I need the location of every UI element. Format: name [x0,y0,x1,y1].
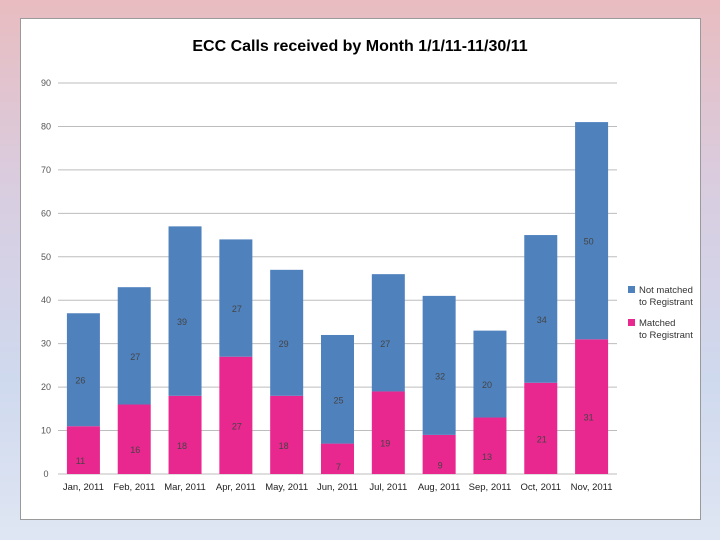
x-tick-label: May, 2011 [265,482,308,493]
bar-segment-matched [219,356,253,474]
y-tick-label: 50 [41,252,51,262]
bar-segment-not-matched [422,295,456,435]
y-tick-label: 60 [41,208,51,218]
data-label: 9 [438,460,443,470]
data-label: 50 [584,237,594,247]
data-label: 29 [279,339,289,349]
bar-segment-not-matched [473,330,507,418]
data-label: 11 [76,456,85,466]
y-tick-label: 90 [41,78,51,88]
x-tick-label: Apr, 2011 [216,482,256,493]
bar-segment-not-matched [575,122,609,340]
y-tick-label: 80 [41,121,51,131]
data-label: 27 [232,304,242,314]
bar-segment-matched [575,339,609,474]
data-label: 27 [232,421,242,431]
legend-swatch [628,286,635,293]
bar-segment-matched [321,443,354,474]
y-tick-label: 30 [41,339,51,349]
data-label: 18 [279,441,289,451]
data-label: 32 [435,371,445,381]
chart-title: ECC Calls received by Month 1/1/11-11/30… [192,38,527,55]
stacked-bar-chart: ECC Calls received by Month 1/1/11-11/30… [41,38,693,493]
legend: Not matched to Registrant Matched to Regist… [628,285,693,341]
y-tick-label: 40 [41,295,51,305]
data-label: 34 [537,315,547,325]
data-label: 39 [177,317,187,327]
x-axis-ticks: Jan, 2011 Feb, 2011 Mar, 2011 Apr, 2011 May,… [63,482,613,493]
bar-segment-matched [168,395,202,474]
x-tick-label: Mar, 2011 [164,482,206,493]
bar-segment-matched [422,434,456,474]
data-label: 7 [336,462,341,472]
y-tick-label: 0 [43,469,48,479]
data-label: 16 [130,445,140,455]
slide-panel: ECC Calls received by Month 1/1/11-11/30… [20,18,701,520]
gridlines [58,82,617,475]
y-tick-label: 20 [41,382,51,392]
x-tick-label: Nov, 2011 [571,482,613,493]
data-label: 21 [537,434,547,444]
data-label: 27 [130,352,140,362]
bar-segment-matched [524,382,558,474]
bar-segment-not-matched [524,235,558,383]
x-tick-label: Sep, 2011 [469,482,512,493]
bar-segment-not-matched [66,313,100,427]
bar-segment-not-matched [219,239,253,357]
legend-label: Not matched to Registrant [639,285,693,308]
data-label: 13 [482,452,492,462]
bar-segment-matched [473,417,507,474]
data-label: 27 [380,339,390,349]
data-label: 19 [380,439,390,449]
bar-segment-not-matched [371,274,405,392]
data-label: 20 [482,380,492,390]
y-axis-ticks: 0 10 20 30 40 50 60 70 80 90 [41,78,51,479]
bar-segment-not-matched [168,226,202,396]
x-tick-label: Feb, 2011 [113,482,155,493]
data-label: 31 [584,413,594,423]
x-tick-label: Aug, 2011 [418,482,461,493]
data-labels: 11 26 16 27 18 39 27 27 18 29 7 25 19 27 9 32 13 20 21 34 31… [75,237,593,472]
x-tick-label: Jan, 2011 [63,482,104,493]
data-label: 25 [333,395,343,405]
x-tick-label: Oct, 2011 [521,482,562,493]
data-label: 18 [177,441,187,451]
y-tick-label: 10 [41,426,51,436]
bar-segment-not-matched [117,287,151,405]
legend-swatch [628,319,635,326]
bar-segment-matched [66,426,100,474]
legend-label: Matched to Registrant [639,318,693,341]
data-label: 26 [75,376,85,386]
bar-segment-not-matched [321,334,354,444]
bar-segment-matched [371,391,405,474]
bar-segment-not-matched [270,269,304,396]
bar-segment-matched [117,404,151,474]
bars [66,122,609,474]
y-tick-label: 70 [41,165,51,175]
bar-segment-matched [270,395,304,474]
x-tick-label: Jun, 2011 [317,482,358,493]
x-tick-label: Jul, 2011 [369,482,407,493]
